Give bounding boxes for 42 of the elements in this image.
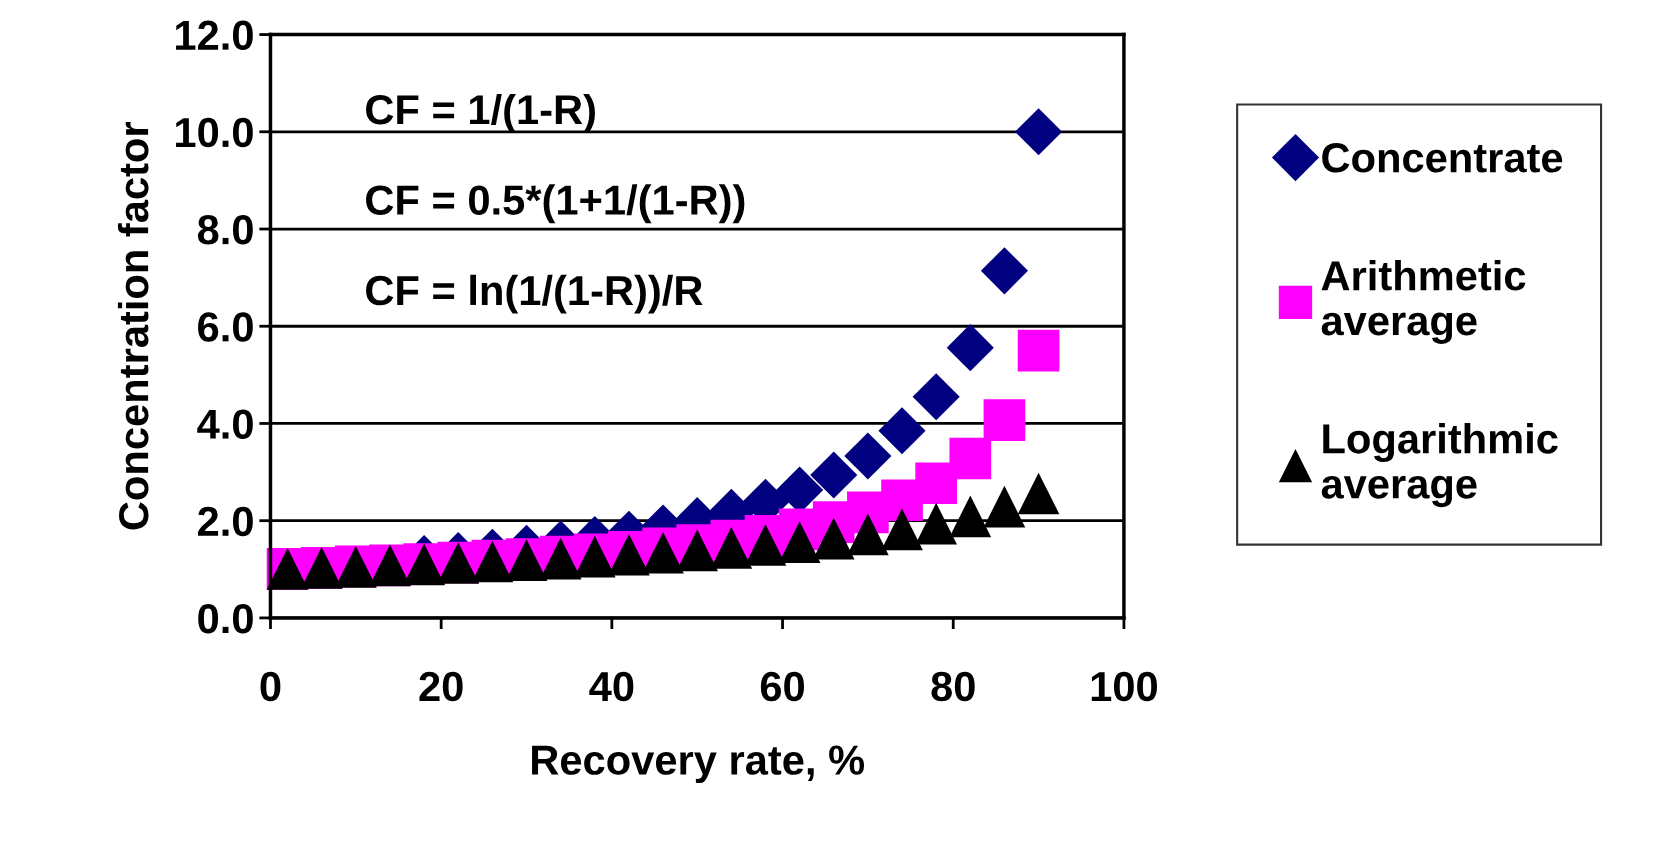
point [847,513,889,556]
x-tick-label: 0 [260,671,281,702]
point [912,373,960,421]
annotation: CF = 1/(1-R) [366,93,595,133]
point [881,508,923,551]
point [915,502,957,545]
point [710,527,753,569]
point [810,451,858,499]
point [1017,472,1060,515]
point [949,495,992,538]
point [878,407,926,455]
x-axis-title: Recovery rate, % [532,745,865,784]
x-tick-label: 100 [1091,671,1157,702]
point [946,324,994,372]
point [744,524,787,566]
y-tick-label: 0.0 [198,603,253,634]
y-tick-label: 8.0 [197,215,253,245]
annotation: CF = ln(1/(1-R))/R [366,274,703,314]
y-tick-label: 2.0 [198,506,253,537]
point [980,247,1029,295]
y-tick-label: 12.0 [176,20,253,51]
point [1017,329,1060,372]
x-tick-label: 60 [760,671,805,702]
point [812,517,855,560]
point [949,437,992,480]
annotation: CF = 0.5*(1+1/(1-R)) [366,184,745,224]
point [676,529,719,572]
legend-label: Concentrate [1322,143,1563,173]
point [983,485,1026,528]
x-tick-label: 40 [589,671,634,702]
y-tick-label: 10.0 [176,117,253,148]
point [1015,108,1063,156]
point [983,399,1026,441]
x-tick-label: 80 [931,671,975,702]
y-tick-label: 4.0 [197,409,253,439]
x-tick-label: 20 [419,671,463,702]
point [844,432,892,480]
point [915,462,957,505]
y-axis-title: Concentration factor [117,121,149,530]
y-tick-label: 6.0 [198,312,253,342]
legend-label: Logarithmic average [1321,423,1558,508]
legend-label: Arithmetic average [1321,259,1526,344]
